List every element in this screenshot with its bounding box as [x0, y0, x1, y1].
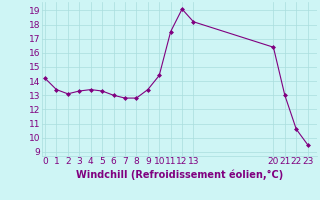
X-axis label: Windchill (Refroidissement éolien,°C): Windchill (Refroidissement éolien,°C) — [76, 169, 283, 180]
